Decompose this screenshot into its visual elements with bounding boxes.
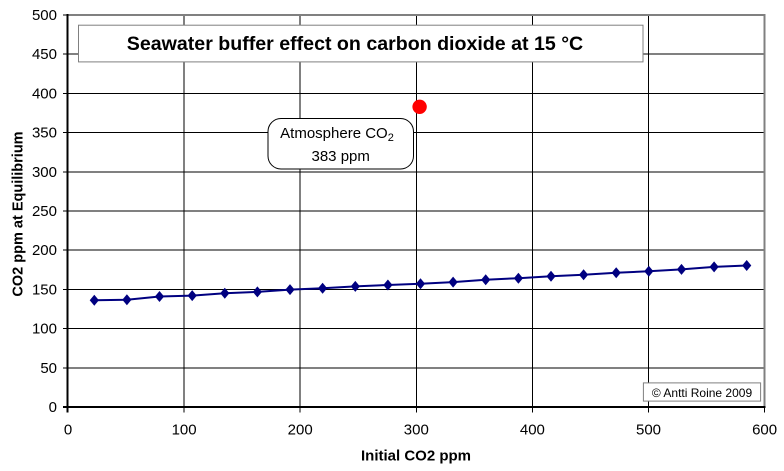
svg-text:© Antti Roine 2009: © Antti Roine 2009	[652, 386, 753, 400]
svg-text:300: 300	[32, 164, 57, 181]
svg-text:500: 500	[32, 7, 57, 24]
svg-text:150: 150	[32, 281, 57, 298]
svg-text:100: 100	[172, 422, 197, 439]
svg-text:Seawater buffer effect on carb: Seawater buffer effect on carbon dioxide…	[127, 33, 583, 55]
svg-text:250: 250	[32, 203, 57, 220]
svg-text:100: 100	[32, 321, 57, 338]
svg-text:300: 300	[404, 422, 429, 439]
svg-text:0: 0	[49, 399, 57, 416]
svg-text:500: 500	[636, 422, 661, 439]
svg-text:350: 350	[32, 125, 57, 142]
svg-text:200: 200	[288, 422, 313, 439]
svg-text:0: 0	[64, 422, 72, 439]
svg-text:Atmosphere CO2: Atmosphere CO2	[280, 125, 394, 144]
svg-text:200: 200	[32, 242, 57, 259]
svg-text:50: 50	[40, 360, 57, 377]
svg-text:600: 600	[752, 422, 777, 439]
svg-text:383 ppm: 383 ppm	[312, 148, 370, 165]
svg-text:CO2 ppm at Equilibrium: CO2 ppm at Equilibrium	[10, 131, 26, 296]
svg-text:400: 400	[520, 422, 545, 439]
svg-text:400: 400	[32, 85, 57, 102]
svg-text:450: 450	[32, 46, 57, 63]
svg-text:Initial CO2 ppm: Initial CO2 ppm	[361, 448, 471, 465]
